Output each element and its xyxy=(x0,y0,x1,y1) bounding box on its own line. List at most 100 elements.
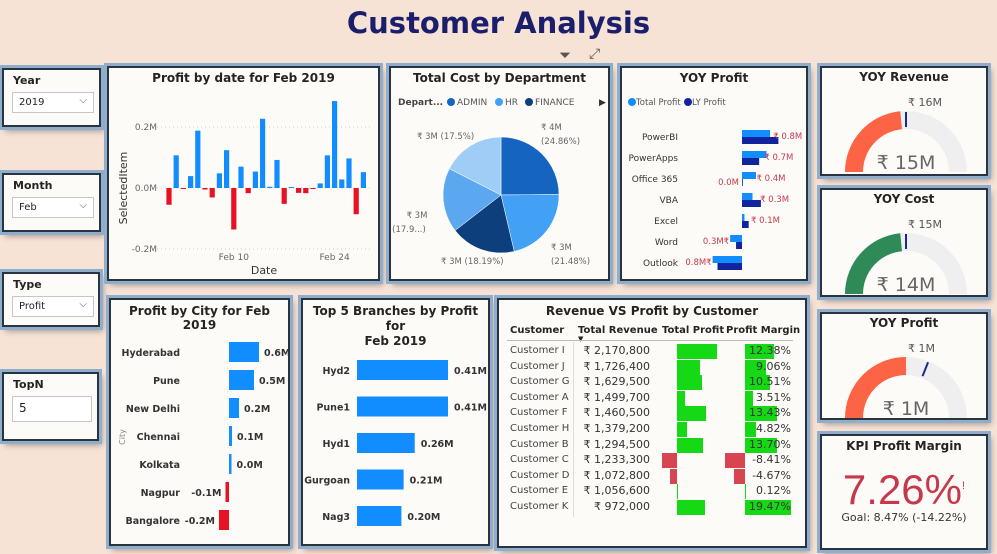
customer-cell: Customer J xyxy=(510,360,565,372)
pie-plot: Depart... ADMIN HR FINANCE ▶ ₹ 4M (24.86%) ₹ 3M… xyxy=(392,98,606,267)
gauge-target-label: ₹ 15M xyxy=(908,218,942,231)
bar xyxy=(195,130,201,188)
focus-mode-icon[interactable]: ⤢ xyxy=(589,46,601,62)
table-row[interactable]: Customer I ₹ 2,170,800 12.38% xyxy=(499,344,805,359)
profit-data-bar xyxy=(677,359,701,375)
bar xyxy=(360,172,366,188)
sort-descending-icon[interactable]: ▼ xyxy=(578,335,584,343)
yoy-profit-chart: YOY Profit Total Profit LY Profit PowerBI ₹… xyxy=(620,66,808,281)
profit-data-bar xyxy=(661,453,677,469)
margin-data-bar xyxy=(745,390,754,406)
table-row[interactable]: Customer C ₹ 1,233,300 -8.41% xyxy=(499,453,805,469)
bar xyxy=(742,130,770,137)
chevron-down-icon: ⌵ xyxy=(79,299,87,310)
legend-marker xyxy=(525,98,533,106)
bar xyxy=(712,256,742,263)
bar xyxy=(173,155,179,188)
type-dropdown[interactable]: Profit ⌵ xyxy=(12,296,94,317)
legend-marker xyxy=(628,98,636,106)
filter-icon[interactable]: ⏷ xyxy=(559,46,572,64)
col-total-profit[interactable]: Total Profit xyxy=(662,325,725,336)
table-row[interactable]: Customer H ₹ 1,379,200 4.82% xyxy=(499,422,805,437)
chart-title: Profit by date for Feb 2019 xyxy=(152,71,335,85)
table-row[interactable]: Customer A ₹ 1,499,700 3.51% xyxy=(499,390,805,406)
revenue-cell: ₹ 972,000 xyxy=(594,500,650,513)
bar xyxy=(339,179,345,188)
revenue-cell: ₹ 1,294,500 xyxy=(583,437,650,451)
customer-cell: Customer F xyxy=(510,407,568,419)
margin-data-bar xyxy=(745,422,757,437)
month-dropdown[interactable]: Feb ⌵ xyxy=(12,197,94,218)
profit-by-date-chart: Profit by date for Feb 2019 0.2M 0.0M -0.2… xyxy=(107,66,380,281)
topn-input[interactable]: 5 xyxy=(12,396,92,422)
category-label: Nagpur xyxy=(141,488,181,499)
alert-icon: ! xyxy=(962,480,966,492)
bar xyxy=(202,188,208,190)
topn-slicer: TopN 5 xyxy=(2,372,99,441)
revenue-cell: ₹ 1,499,700 xyxy=(583,390,650,404)
margin-cell: -4.67% xyxy=(752,468,791,482)
data-label: 0.20M xyxy=(407,512,440,523)
category-label: New Delhi xyxy=(126,404,180,415)
revenue-cell: ₹ 1,072,800 xyxy=(583,468,650,482)
bar xyxy=(730,235,742,242)
chart-title: Profit by City for Feb 2019 xyxy=(128,304,270,332)
header-divider xyxy=(507,340,793,341)
bar xyxy=(224,150,230,188)
month-label: Month xyxy=(13,179,53,192)
yoy-profit-plot: Total Profit LY Profit PowerBI ₹ 0.8M PowerA… xyxy=(628,98,802,270)
data-label: 0.5M xyxy=(259,376,285,387)
bar xyxy=(346,158,352,188)
bar xyxy=(742,137,779,144)
title-line-1: Top 5 Branches by Profit for xyxy=(312,304,479,333)
year-dropdown[interactable]: 2019 ⌵ xyxy=(12,92,94,113)
gauge-fill xyxy=(845,357,906,418)
category-label: Hyderabad xyxy=(122,348,181,359)
pie-slice xyxy=(448,136,502,196)
year-value: 2019 xyxy=(19,97,45,108)
table-row[interactable]: Customer D ₹ 1,072,800 -4.67% xyxy=(499,468,805,484)
yoy-revenue-gauge: YOY Revenue ₹ 16M ₹ 15M xyxy=(820,66,988,176)
col-total-revenue[interactable]: Total Revenue xyxy=(578,325,658,336)
data-label: 0.41M xyxy=(454,366,487,377)
col-profit-margin[interactable]: Profit Margin xyxy=(726,325,801,336)
type-slicer: Type Profit ⌵ xyxy=(2,272,100,327)
col-customer[interactable]: Customer xyxy=(510,325,565,336)
legend-next-arrow-icon[interactable]: ▶ xyxy=(599,98,606,108)
data-label: 0.3M₹ xyxy=(703,237,729,247)
bar xyxy=(245,188,251,194)
margin-data-bar xyxy=(745,500,791,515)
kpi-profit-margin-card: KPI Profit Margin 7.26%! Goal: 8.47% (-1… xyxy=(820,434,988,550)
margin-cell: -8.41% xyxy=(752,453,791,467)
table-row[interactable]: Customer J ₹ 1,726,400 9.06% xyxy=(499,359,805,375)
customer-cell: Customer C xyxy=(510,454,569,466)
city-plot: Hyderabad 0.6M Pune 0.5M New Delhi 0.2M Chenna… xyxy=(118,342,288,530)
year-label: Year xyxy=(13,74,41,87)
data-label: 0.21M xyxy=(410,476,443,487)
gauge-title: YOY Profit xyxy=(869,316,939,330)
margin-data-bar xyxy=(733,468,745,484)
branches-plot: Hyd2 0.41M Pune1 0.41M Hyd1 0.26M Gurgoan 0.21M… xyxy=(304,360,487,526)
profit-data-bar xyxy=(677,422,687,437)
legend-item: LY Profit xyxy=(692,98,726,108)
profit-by-date-plot: 0.2M 0.0M -0.2M Feb 10 Feb 24 Date SelectedIte… xyxy=(117,101,371,277)
bar xyxy=(188,176,194,188)
bar xyxy=(353,188,359,215)
customer-cell: Customer G xyxy=(510,376,570,388)
bar xyxy=(317,183,323,188)
table-row[interactable]: Customer F ₹ 1,460,500 13.43% xyxy=(499,406,805,422)
data-label: ₹ 0.8M xyxy=(773,132,802,142)
y-axis-title: City xyxy=(118,429,127,445)
table-row[interactable]: Customer B ₹ 1,294,500 13.70% xyxy=(499,437,805,453)
table-title: Revenue VS Profit by Customer xyxy=(545,304,759,318)
margin-cell: 9.06% xyxy=(756,359,791,373)
bar xyxy=(742,193,753,200)
bar xyxy=(717,263,742,270)
gauge-target-label: ₹ 16M xyxy=(908,96,942,109)
table-row[interactable]: Customer K ₹ 972,000 19.47% xyxy=(499,500,805,515)
table-row[interactable]: Customer G ₹ 1,629,500 10.51% xyxy=(499,375,805,391)
table-row[interactable]: Customer E ₹ 1,056,600 0.12% xyxy=(499,484,805,500)
y-tick-label: 0.0M xyxy=(135,184,157,194)
legend-title: Depart... xyxy=(398,98,443,108)
data-label: 0.2M xyxy=(244,404,270,415)
